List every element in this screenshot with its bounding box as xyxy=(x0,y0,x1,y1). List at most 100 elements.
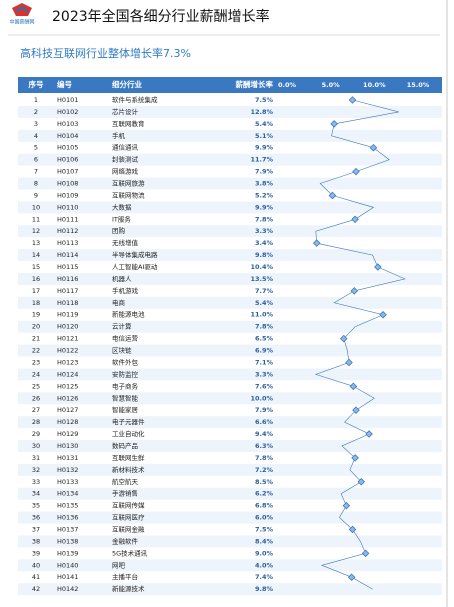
row-number: 17 xyxy=(32,287,40,295)
row-industry: 半导体集成电路 xyxy=(112,250,158,259)
rate-marker xyxy=(351,215,359,224)
row-stripe xyxy=(18,344,442,357)
row-number: 11 xyxy=(32,215,40,223)
row-code: H0135 xyxy=(57,502,78,510)
row-industry: 团购 xyxy=(112,226,126,235)
row-rate: 10.4% xyxy=(250,263,273,271)
row-rate: 13.5% xyxy=(250,275,273,283)
row-industry: 互联网教育 xyxy=(112,119,145,128)
row-industry: 云计算 xyxy=(112,322,132,331)
row-number: 10 xyxy=(32,203,40,211)
row-rate: 9.4% xyxy=(255,430,274,438)
rate-marker xyxy=(342,501,351,510)
row-rate: 7.9% xyxy=(255,168,274,176)
row-industry: 互联网医疗 xyxy=(112,513,145,522)
row-industry: 网络游戏 xyxy=(112,167,139,176)
rate-marker xyxy=(330,120,338,128)
row-rate: 3.3% xyxy=(255,370,274,378)
x-tick-label: 15.0% xyxy=(407,81,430,89)
row-code: H0106 xyxy=(57,156,78,164)
row-number: 6 xyxy=(34,156,38,164)
row-code: H0115 xyxy=(57,263,78,271)
row-code: H0102 xyxy=(57,108,78,116)
row-industry: 网吧 xyxy=(112,561,126,569)
row-rate: 6.2% xyxy=(255,490,274,498)
row-rate: 7.5% xyxy=(255,96,274,104)
row-number: 14 xyxy=(32,251,40,259)
rate-marker xyxy=(352,406,360,414)
row-number: 39 xyxy=(32,549,40,557)
row-stripe xyxy=(18,559,442,572)
row-rate: 3.4% xyxy=(255,239,274,247)
row-industry: 机器人 xyxy=(112,274,132,283)
row-rate: 4.0% xyxy=(255,561,274,569)
row-code: H0126 xyxy=(57,394,78,402)
row-industry: 数码产品 xyxy=(112,441,138,450)
rate-marker xyxy=(340,334,348,343)
row-code: H0121 xyxy=(57,335,78,343)
rate-marker xyxy=(351,454,359,462)
row-industry: 智能家居 xyxy=(112,405,139,414)
row-number: 36 xyxy=(32,514,40,522)
column-header: 薪酬增长率 xyxy=(236,79,274,89)
row-rate: 7.8% xyxy=(255,323,274,331)
row-stripe xyxy=(18,249,442,262)
row-industry: 新材料技术 xyxy=(112,465,145,474)
row-stripe xyxy=(18,535,442,548)
x-tick-label: 10.0% xyxy=(363,81,386,89)
row-industry: 安防监控 xyxy=(112,369,139,378)
row-code: H0133 xyxy=(57,478,78,486)
row-code: H0129 xyxy=(57,430,78,438)
row-code: H0122 xyxy=(57,347,78,355)
x-tick-label: 0.0% xyxy=(278,81,297,89)
row-code: H0123 xyxy=(57,358,78,366)
row-rate: 5.2% xyxy=(255,191,274,199)
row-rate: 5.4% xyxy=(255,299,274,307)
rate-marker xyxy=(374,263,382,271)
row-industry: 互联网金融 xyxy=(112,524,145,533)
row-code: H0138 xyxy=(57,537,78,545)
row-code: H0125 xyxy=(57,382,78,390)
row-stripe xyxy=(18,129,442,142)
row-number: 26 xyxy=(32,394,40,402)
row-stripe xyxy=(18,272,442,285)
row-industry: 芯片设计 xyxy=(112,107,139,116)
row-rate: 9.9% xyxy=(255,144,274,152)
row-number: 32 xyxy=(32,466,40,474)
table-header xyxy=(18,77,442,93)
row-rate: 8.5% xyxy=(255,478,274,486)
row-industry: 新能源技术 xyxy=(112,584,145,593)
row-number: 15 xyxy=(32,263,40,271)
subtitle: 高科技互联网行业整体增长率7.3% xyxy=(20,46,191,60)
row-industry: 区块链 xyxy=(112,346,132,355)
row-rate: 9.8% xyxy=(255,251,274,259)
column-header: 序号 xyxy=(29,79,44,89)
row-rate: 9.9% xyxy=(255,203,274,211)
row-number: 35 xyxy=(32,502,40,510)
row-code: H0113 xyxy=(57,239,78,247)
row-number: 37 xyxy=(32,525,40,533)
row-stripe xyxy=(18,153,442,166)
row-number: 38 xyxy=(32,537,40,545)
row-code: H0108 xyxy=(57,180,78,188)
row-stripe xyxy=(18,511,442,524)
title: 2023年全国各细分行业薪酬增长率 xyxy=(52,8,270,25)
row-number: 7 xyxy=(34,168,38,176)
row-rate: 6.3% xyxy=(255,442,274,450)
row-stripe xyxy=(18,440,442,452)
row-industry: IT服务 xyxy=(112,214,131,223)
row-number: 23 xyxy=(32,358,40,366)
row-industry: 5G技术通讯 xyxy=(112,548,148,557)
row-code: H0140 xyxy=(57,561,78,569)
row-number: 12 xyxy=(32,227,40,235)
row-number: 30 xyxy=(32,442,40,450)
row-rate: 11.7% xyxy=(250,156,273,164)
row-industry: 手机 xyxy=(112,131,126,140)
row-number: 3 xyxy=(34,120,38,128)
row-code: H0105 xyxy=(57,144,78,152)
row-number: 25 xyxy=(32,382,40,390)
row-number: 41 xyxy=(32,573,40,581)
row-rate: 3.3% xyxy=(255,227,274,235)
row-number: 5 xyxy=(34,144,38,152)
